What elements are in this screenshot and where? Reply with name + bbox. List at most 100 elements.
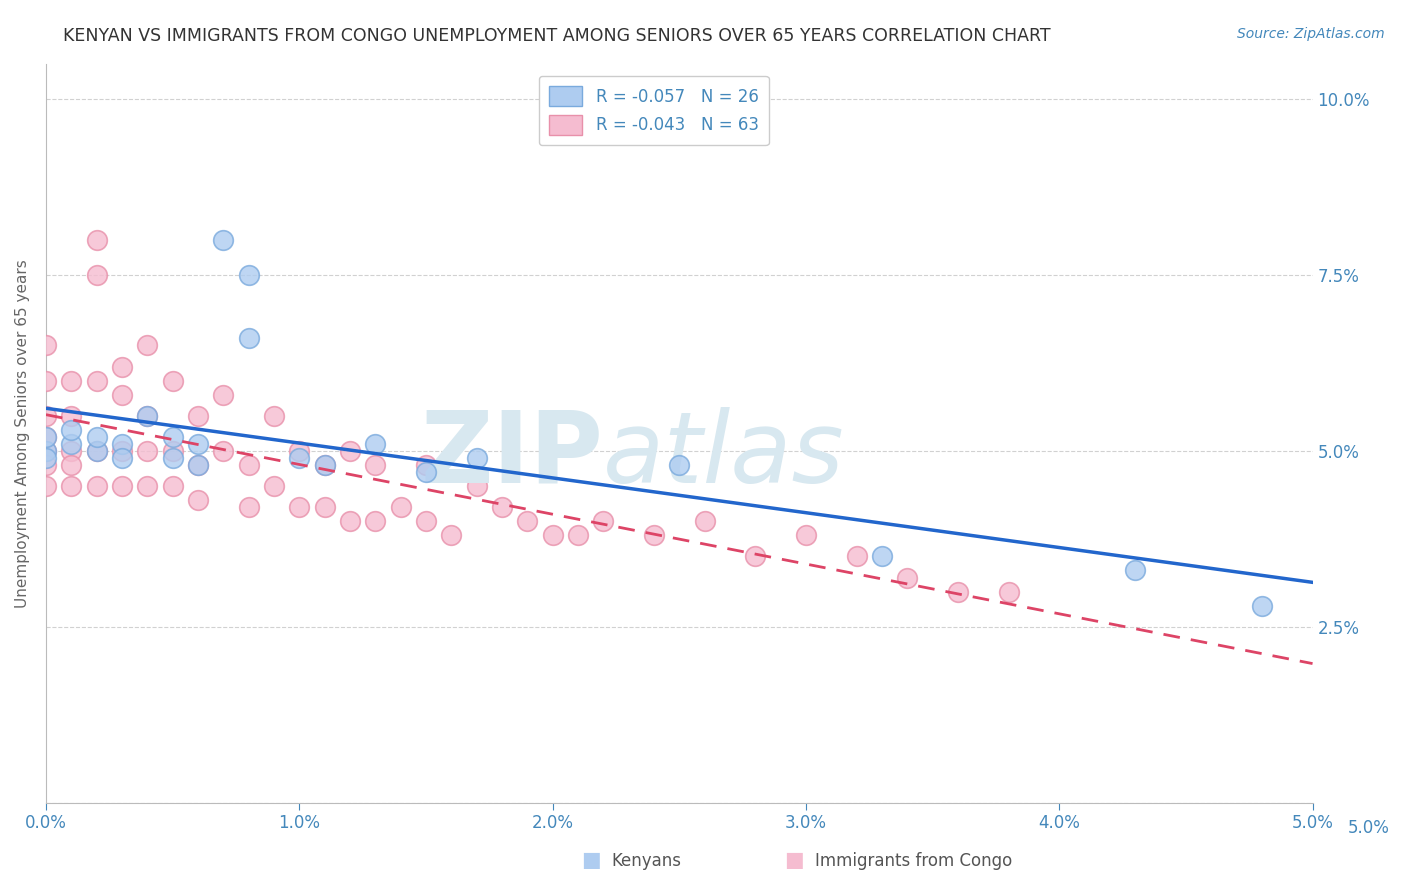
Point — [997, 584, 1019, 599]
Point — [896, 570, 918, 584]
Point — [516, 514, 538, 528]
Point — [86, 444, 108, 458]
Point — [111, 437, 134, 451]
Point — [541, 528, 564, 542]
Point — [60, 444, 83, 458]
Point — [86, 430, 108, 444]
Point — [35, 458, 58, 472]
Point — [238, 331, 260, 345]
Point — [288, 450, 311, 465]
Legend: R = -0.057   N = 26, R = -0.043   N = 63: R = -0.057 N = 26, R = -0.043 N = 63 — [538, 76, 769, 145]
Point — [86, 268, 108, 282]
Point — [111, 479, 134, 493]
Point — [187, 458, 209, 472]
Text: 5.0%: 5.0% — [1347, 819, 1389, 837]
Point — [162, 444, 184, 458]
Text: KENYAN VS IMMIGRANTS FROM CONGO UNEMPLOYMENT AMONG SENIORS OVER 65 YEARS CORRELA: KENYAN VS IMMIGRANTS FROM CONGO UNEMPLOY… — [63, 27, 1050, 45]
Point — [35, 374, 58, 388]
Point — [314, 500, 336, 515]
Y-axis label: Unemployment Among Seniors over 65 years: Unemployment Among Seniors over 65 years — [15, 259, 30, 607]
Point — [1251, 599, 1274, 613]
Point — [212, 387, 235, 401]
Point — [60, 423, 83, 437]
Text: ■: ■ — [581, 850, 600, 870]
Point — [162, 479, 184, 493]
Point — [314, 458, 336, 472]
Point — [136, 409, 159, 423]
Point — [364, 458, 387, 472]
Point — [238, 500, 260, 515]
Text: ZIP: ZIP — [420, 407, 603, 504]
Point — [212, 444, 235, 458]
Point — [111, 359, 134, 374]
Point — [162, 450, 184, 465]
Point — [364, 437, 387, 451]
Point — [693, 514, 716, 528]
Point — [415, 514, 437, 528]
Point — [238, 268, 260, 282]
Point — [187, 493, 209, 508]
Point — [136, 444, 159, 458]
Point — [60, 479, 83, 493]
Point — [111, 450, 134, 465]
Point — [162, 374, 184, 388]
Point — [415, 465, 437, 479]
Text: Kenyans: Kenyans — [612, 852, 682, 870]
Point — [668, 458, 690, 472]
Point — [263, 409, 285, 423]
Point — [35, 450, 58, 465]
Point — [136, 409, 159, 423]
Point — [567, 528, 589, 542]
Point — [263, 479, 285, 493]
Point — [212, 233, 235, 247]
Point — [111, 387, 134, 401]
Point — [162, 430, 184, 444]
Point — [35, 444, 58, 458]
Point — [60, 437, 83, 451]
Point — [35, 479, 58, 493]
Point — [136, 338, 159, 352]
Point — [415, 458, 437, 472]
Point — [187, 409, 209, 423]
Point — [60, 409, 83, 423]
Point — [845, 549, 868, 564]
Point — [389, 500, 412, 515]
Point — [86, 444, 108, 458]
Point — [339, 514, 361, 528]
Point — [86, 479, 108, 493]
Point — [60, 458, 83, 472]
Point — [136, 479, 159, 493]
Text: atlas: atlas — [603, 407, 845, 504]
Point — [744, 549, 766, 564]
Point — [1123, 564, 1146, 578]
Point — [870, 549, 893, 564]
Point — [491, 500, 513, 515]
Point — [946, 584, 969, 599]
Point — [364, 514, 387, 528]
Point — [238, 458, 260, 472]
Point — [60, 374, 83, 388]
Point — [86, 374, 108, 388]
Point — [35, 430, 58, 444]
Point — [35, 430, 58, 444]
Point — [86, 233, 108, 247]
Point — [111, 444, 134, 458]
Point — [440, 528, 463, 542]
Point — [35, 444, 58, 458]
Point — [187, 437, 209, 451]
Point — [465, 479, 488, 493]
Point — [339, 444, 361, 458]
Point — [187, 458, 209, 472]
Point — [643, 528, 665, 542]
Point — [288, 500, 311, 515]
Text: ■: ■ — [785, 850, 804, 870]
Point — [794, 528, 817, 542]
Point — [288, 444, 311, 458]
Text: Immigrants from Congo: Immigrants from Congo — [815, 852, 1012, 870]
Point — [592, 514, 614, 528]
Point — [35, 409, 58, 423]
Text: Source: ZipAtlas.com: Source: ZipAtlas.com — [1237, 27, 1385, 41]
Point — [465, 450, 488, 465]
Point — [314, 458, 336, 472]
Point — [35, 338, 58, 352]
